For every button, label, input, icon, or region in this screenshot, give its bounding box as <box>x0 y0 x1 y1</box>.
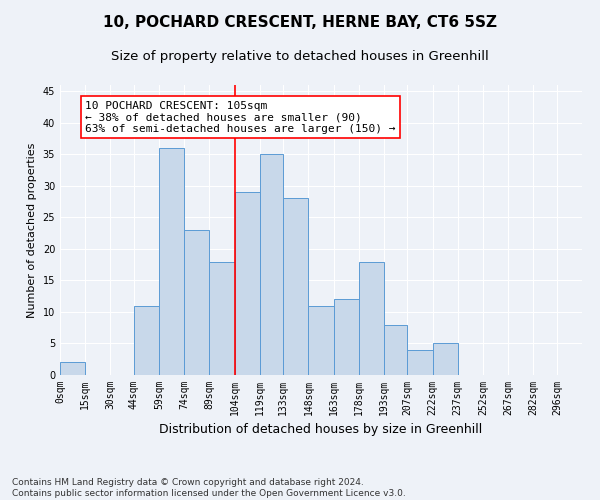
Bar <box>308 306 334 375</box>
Bar <box>159 148 184 375</box>
Bar <box>134 306 159 375</box>
Bar <box>235 192 260 375</box>
Bar <box>359 262 384 375</box>
Bar <box>283 198 308 375</box>
Y-axis label: Number of detached properties: Number of detached properties <box>27 142 37 318</box>
Bar <box>260 154 283 375</box>
Bar <box>209 262 235 375</box>
Bar <box>334 300 359 375</box>
X-axis label: Distribution of detached houses by size in Greenhill: Distribution of detached houses by size … <box>160 424 482 436</box>
Bar <box>384 324 407 375</box>
Text: Size of property relative to detached houses in Greenhill: Size of property relative to detached ho… <box>111 50 489 63</box>
Bar <box>407 350 433 375</box>
Bar <box>60 362 85 375</box>
Text: 10, POCHARD CRESCENT, HERNE BAY, CT6 5SZ: 10, POCHARD CRESCENT, HERNE BAY, CT6 5SZ <box>103 15 497 30</box>
Text: Contains HM Land Registry data © Crown copyright and database right 2024.
Contai: Contains HM Land Registry data © Crown c… <box>12 478 406 498</box>
Bar <box>184 230 209 375</box>
Text: 10 POCHARD CRESCENT: 105sqm
← 38% of detached houses are smaller (90)
63% of sem: 10 POCHARD CRESCENT: 105sqm ← 38% of det… <box>85 101 395 134</box>
Bar <box>433 344 458 375</box>
